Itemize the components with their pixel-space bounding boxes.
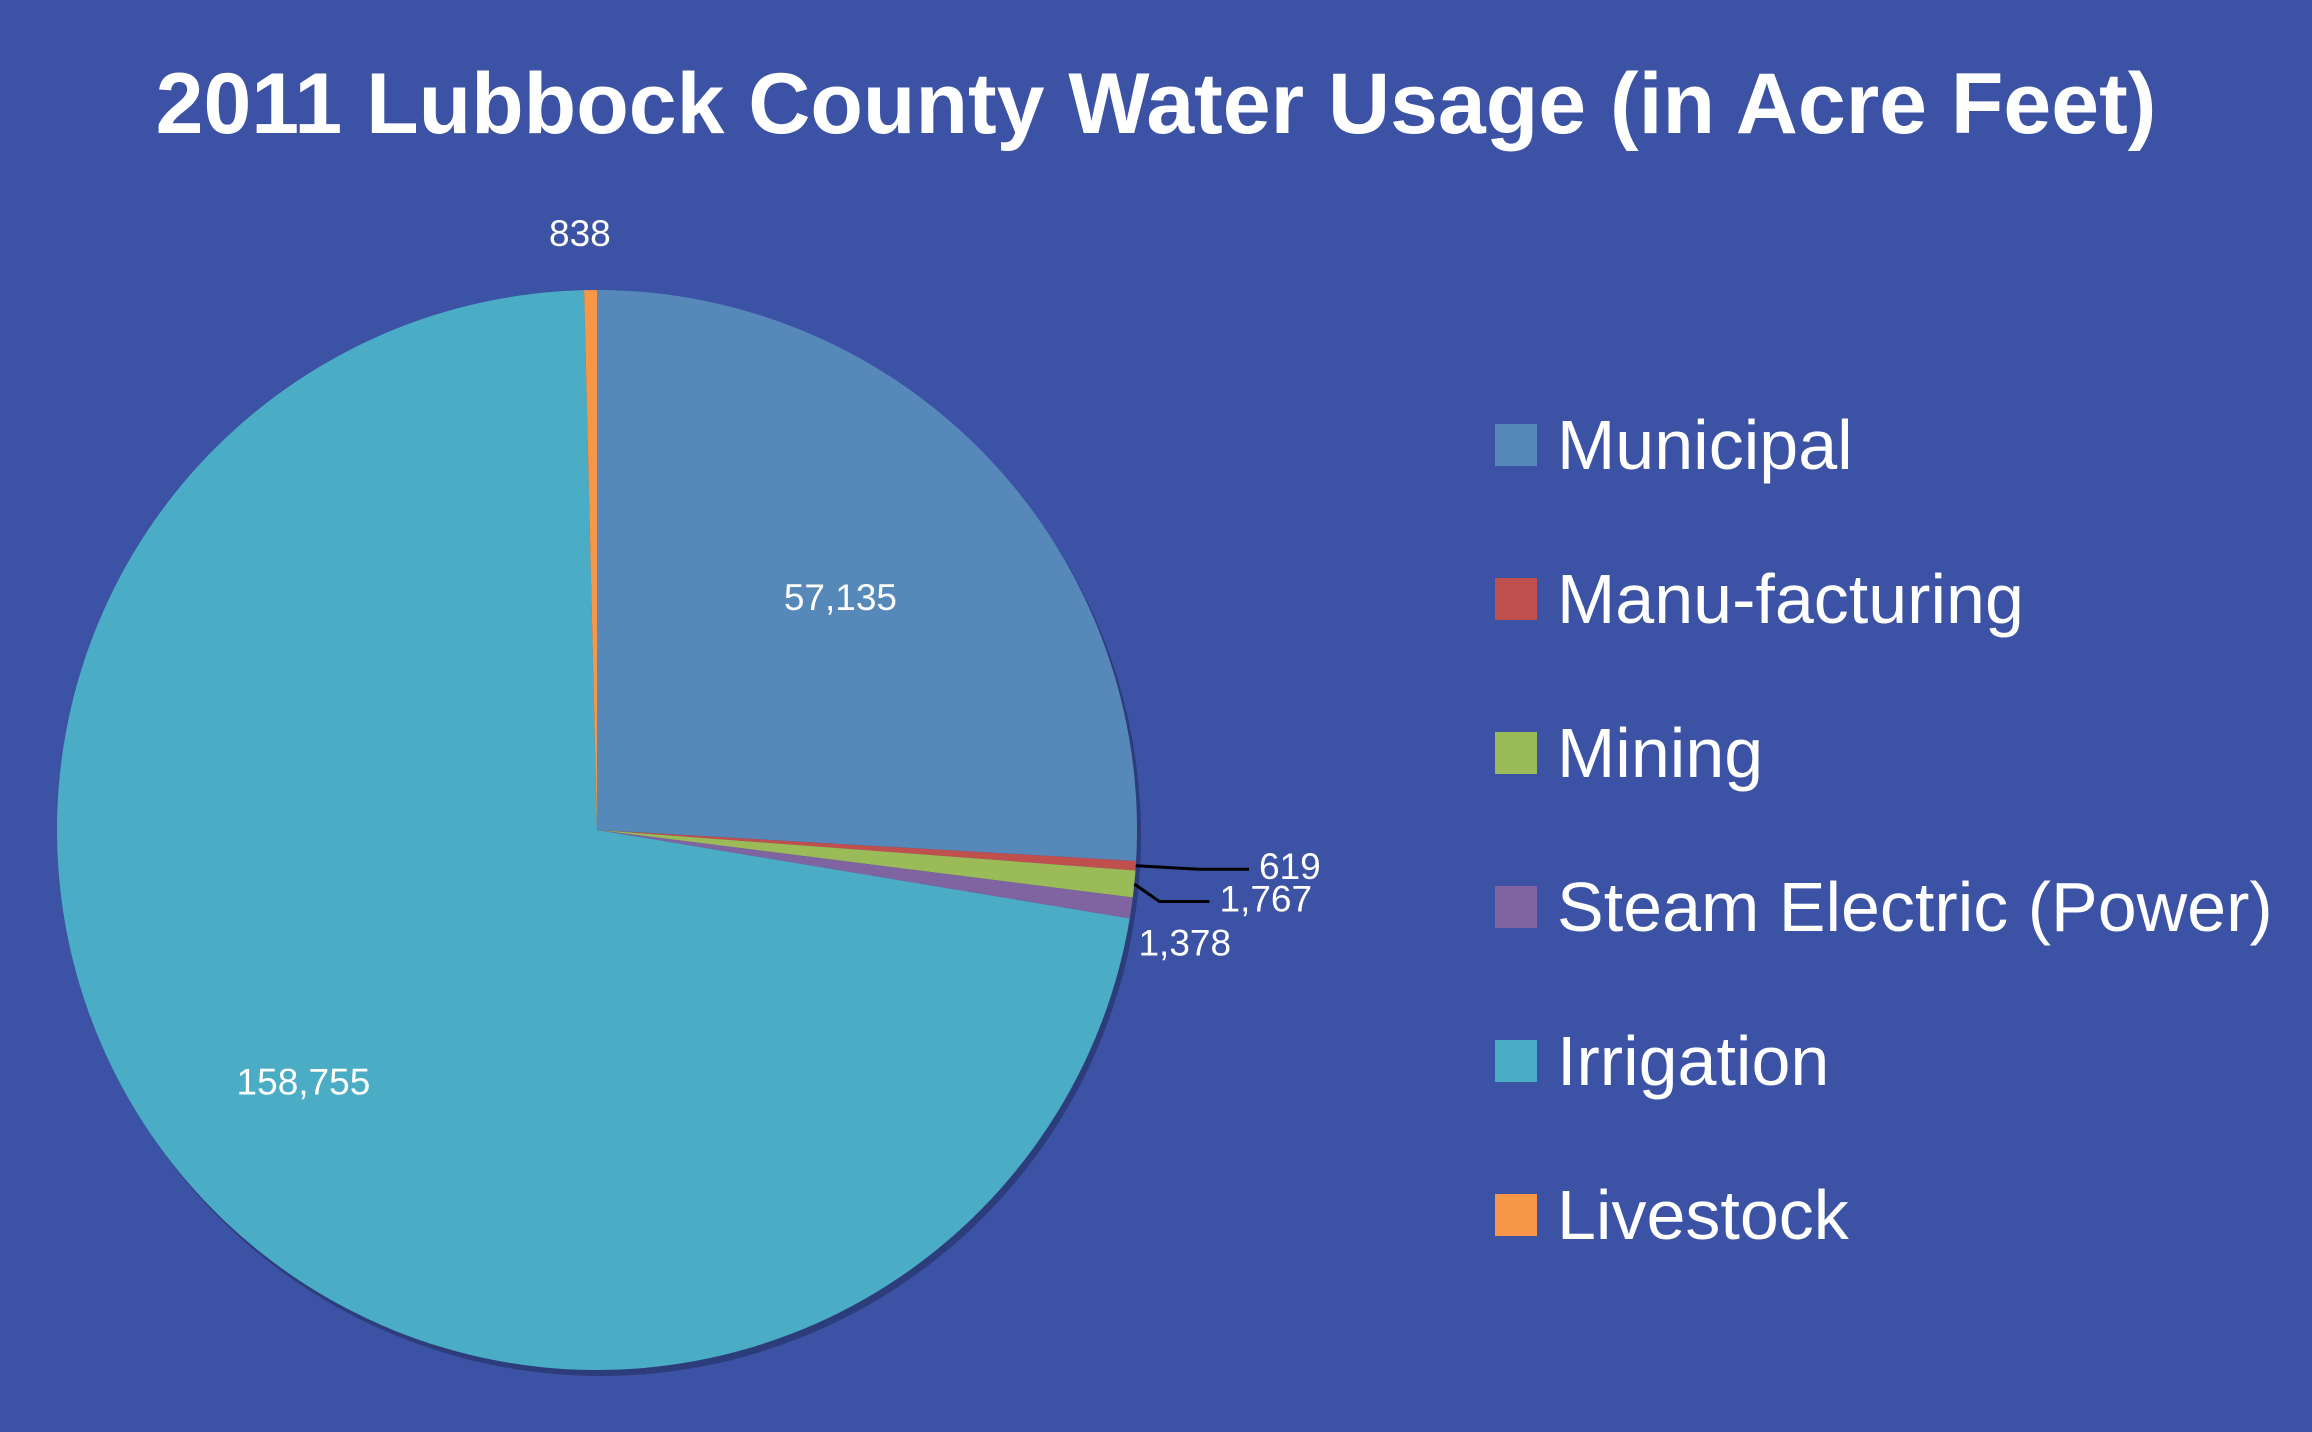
pie-slice-livestock [584,290,597,830]
data-label-manu-facturing: 619 [1259,846,1321,887]
data-label-irrigation: 158,755 [237,1062,371,1103]
pie-slice-mining [597,830,1136,898]
legend-item-manu-facturing: Manu-facturing [1495,522,2273,676]
legend-item-municipal: Municipal [1495,368,2273,522]
data-label-municipal: 57,135 [784,577,897,618]
legend-item-steam-electric-power: Steam Electric (Power) [1495,830,2273,984]
chart-title: 2011 Lubbock County Water Usage (in Acre… [155,56,2157,152]
pie-slice-steam-electric-power [597,830,1133,919]
legend-label: Livestock [1557,1176,1849,1254]
legend-label: Mining [1557,714,1764,792]
data-label-livestock: 838 [549,213,611,254]
pie-slice-manu-facturing [597,830,1137,871]
legend: Municipal Manu-facturing Mining Steam Elect… [1495,368,2273,1292]
legend-swatch [1495,578,1537,620]
legend-swatch [1495,886,1537,928]
legend-label: Municipal [1557,406,1853,484]
legend-item-mining: Mining [1495,676,2273,830]
legend-swatch [1495,424,1537,466]
legend-label: Irrigation [1557,1022,1830,1100]
data-label-steam-electric-power: 1,378 [1138,923,1231,964]
leader-line-mining [1133,882,1210,904]
legend-item-irrigation: Irrigation [1495,984,2273,1138]
legend-label: Manu-facturing [1557,560,2024,638]
data-label-mining: 1,767 [1220,878,1313,919]
legend-swatch [1495,1194,1537,1236]
legend-swatch [1495,1040,1537,1082]
pie-slice-irrigation [57,290,1130,1371]
legend-swatch [1495,732,1537,774]
legend-label: Steam Electric (Power) [1557,868,2273,946]
legend-item-livestock: Livestock [1495,1138,2273,1292]
leader-line-manu-facturing [1135,864,1249,871]
pie-slice-municipal [597,290,1137,861]
